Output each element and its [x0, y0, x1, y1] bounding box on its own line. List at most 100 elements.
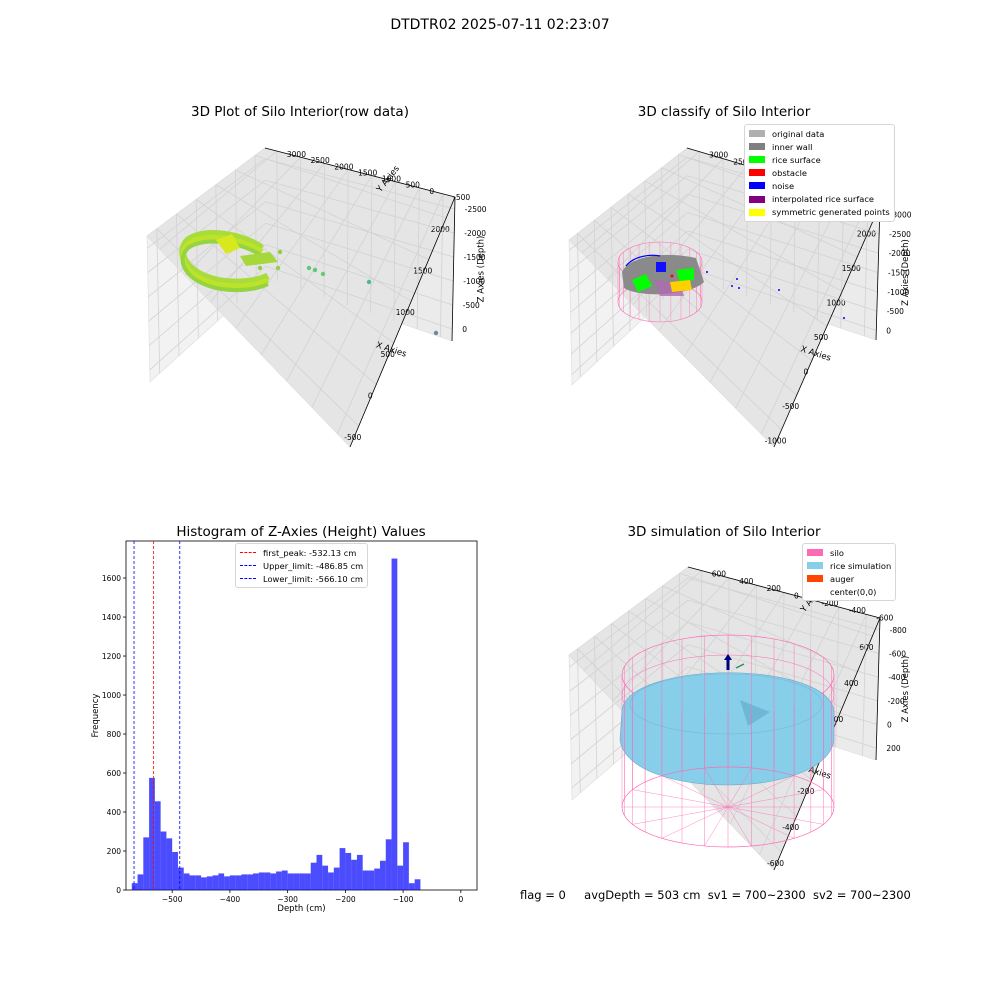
histogram-bar [213, 875, 219, 890]
raw-point [321, 272, 325, 276]
legend-item-lower-limit: Lower_limit: -566.10 cm [240, 572, 363, 585]
status-line: flag = 0 avgDepth = 503 cm sv1 = 700~230… [520, 888, 911, 902]
sim-ztick-label: 200 [886, 744, 901, 753]
histogram-ytick-label: 800 [107, 730, 122, 739]
histogram-panel: −500 −400 −300 −200 −100 00200400600800100012… [91, 541, 477, 914]
histogram-bar [236, 875, 242, 890]
raw-z-axis-label: Z Axies (Depth) [477, 236, 487, 303]
histogram-bar [218, 873, 224, 890]
legend-item-upper-limit: Upper_limit: -486.85 cm [240, 559, 363, 572]
histogram-xtick-label: −300 [277, 895, 298, 904]
legend-swatch [807, 588, 823, 595]
histogram-bar [328, 872, 334, 890]
legend-item-auger: auger [807, 572, 891, 585]
legend-item-obstacle: obstacle [749, 166, 890, 179]
flag-text: flag = 0 [520, 888, 566, 902]
histogram-ytick-label: 600 [107, 769, 122, 778]
legend-item-noise: noise [749, 179, 890, 192]
cls-ztick-label: -2500 [889, 230, 911, 239]
legend-swatch [807, 562, 823, 569]
legend-item-first-peak: first_peak: -532.13 cm [240, 546, 363, 559]
legend-item-silo: silo [807, 546, 891, 559]
histogram-ytick-label: 400 [107, 808, 122, 817]
sv2-text: sv2 = 700~2300 [813, 888, 911, 902]
histogram-bar [155, 801, 161, 890]
histogram-bar [224, 876, 230, 890]
legend-label: Lower_limit: -566.10 cm [263, 574, 363, 584]
legend-label: noise [772, 181, 794, 191]
cls-noise-point [778, 289, 780, 291]
cls-noise [656, 262, 666, 272]
legend-label: original data [772, 129, 824, 139]
histogram-bar [288, 873, 294, 890]
histogram-x-axis-label: Depth (cm) [277, 904, 325, 914]
cls-noise-point [731, 285, 733, 287]
legend-item-inner-wall: inner wall [749, 140, 890, 153]
raw-ztick-label: -2500 [465, 205, 487, 214]
histogram-bar [293, 873, 299, 890]
cls-xtick-label: 500 [814, 333, 829, 342]
histogram-bar [363, 871, 369, 890]
histogram-bar [397, 866, 403, 890]
histogram-legend: first_peak: -532.13 cm Upper_limit: -486… [235, 543, 368, 588]
histogram-bar [230, 875, 236, 890]
histogram-bar [386, 839, 392, 890]
histogram-xtick-label: −400 [220, 895, 241, 904]
cls-obstacle [671, 275, 674, 278]
raw-point [313, 268, 317, 272]
histogram-bar [138, 874, 144, 890]
cls-noise-point [843, 317, 845, 319]
legend-label: auger [830, 574, 854, 584]
raw-ytick-label: -500 [453, 193, 470, 202]
raw-point [307, 266, 311, 270]
sim-ztick-label: -800 [890, 626, 907, 635]
histogram-bar [415, 879, 421, 890]
cls-symmetric [670, 280, 692, 292]
histogram-bar [241, 874, 247, 890]
histogram-bar [143, 837, 149, 890]
legend-swatch [749, 169, 765, 176]
histogram-bar [317, 855, 323, 890]
cls-xtick-label: 1500 [842, 264, 861, 273]
histogram-bar [253, 873, 259, 890]
cls-xtick-label: 2000 [857, 229, 876, 238]
legend-item-rice-surface: rice surface [749, 153, 890, 166]
raw-point [434, 331, 438, 335]
legend-label: inner wall [772, 142, 812, 152]
histogram-bar [195, 875, 201, 890]
histogram-bar [322, 866, 328, 890]
raw-point [258, 266, 262, 270]
histogram-bar [357, 855, 363, 890]
histogram-y-axis-label: Frequency [91, 694, 101, 738]
legend-item-symmetric-generated-points: symmetric generated points [749, 206, 890, 219]
legend-swatch [749, 182, 765, 189]
histogram-bar [201, 877, 207, 890]
cls-xtick-label: -500 [782, 402, 799, 411]
classify-legend: original data inner wall rice surface ob… [744, 124, 895, 222]
cls-noise-point [736, 278, 738, 280]
cls-xtick-label: -1000 [765, 437, 787, 446]
histogram-plot-area [126, 541, 477, 890]
histogram-ytick-label: 1400 [102, 613, 121, 622]
histogram-bar [345, 853, 351, 890]
simulation-3d-panel: -600-400-2000200400600-600-400-200020040… [569, 567, 911, 870]
sim-silo-floor-spoke [704, 807, 728, 846]
legend-swatch [749, 196, 765, 203]
raw-point [278, 250, 282, 254]
legend-item-rice-simulation: rice simulation [807, 559, 891, 572]
histogram-bar [340, 848, 346, 890]
raw-ztick-label: 0 [462, 325, 467, 334]
legend-label: interpolated rice surface [772, 194, 874, 204]
sim-z-axis-label: Z Axies (Depth) [901, 656, 911, 723]
sim-ztick-label: 0 [887, 721, 892, 730]
sim-silo-floor-spoke [632, 807, 728, 824]
legend-line [240, 552, 256, 553]
histogram-xtick-label: −200 [335, 895, 356, 904]
histogram-xtick-label: −500 [162, 895, 183, 904]
sim-rice-surface [620, 673, 834, 785]
legend-swatch [807, 549, 823, 556]
histogram-bar [270, 873, 276, 890]
histogram-bar [259, 872, 265, 890]
cls-z-axis-label: Z Axies (Depth) [901, 239, 911, 306]
legend-swatch [749, 209, 765, 216]
